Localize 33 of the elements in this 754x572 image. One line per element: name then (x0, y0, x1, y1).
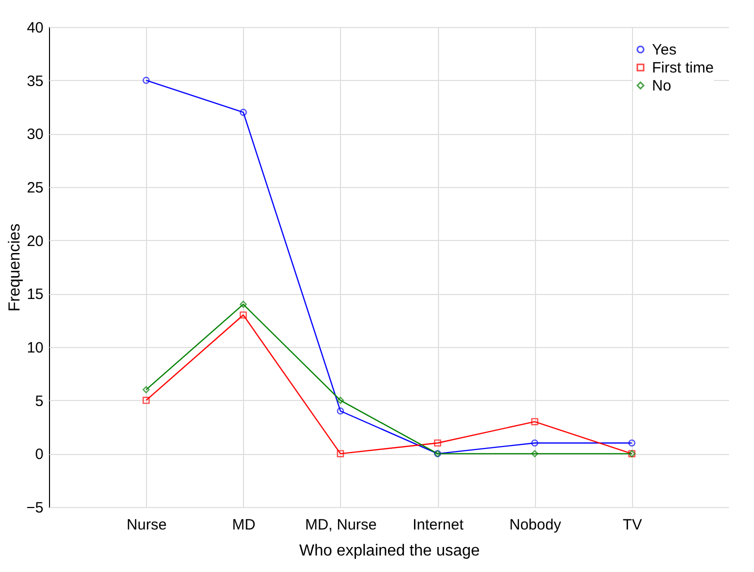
y-tick-label: 30 (26, 126, 44, 144)
x-tick-label: Internet (412, 516, 464, 534)
x-tick-label: Nobody (509, 516, 562, 534)
point (531, 418, 538, 426)
y-tick-label: 25 (26, 180, 44, 196)
point (336, 407, 344, 415)
legend-label: No (652, 78, 672, 94)
y-tick-label: 5 (35, 392, 44, 410)
point (531, 439, 538, 447)
point (240, 108, 247, 116)
x-tick-label: MD, Nurse (305, 516, 377, 534)
point (142, 396, 150, 404)
point (531, 450, 538, 458)
x-tick-label: TV (622, 516, 642, 534)
x-axis-title: Who explained the usage (299, 542, 480, 560)
y-tick-label: 40 (26, 20, 44, 36)
point (240, 311, 247, 319)
point (336, 450, 344, 458)
y-tick-label: 10 (26, 340, 44, 356)
legend-label: Yes (652, 42, 676, 58)
legend-label: First time (652, 60, 714, 76)
y-tick-label: 15 (26, 286, 44, 304)
point (142, 386, 150, 394)
y-tick-label: 0 (35, 446, 44, 464)
x-tick-label: Nurse (126, 516, 167, 534)
point (434, 439, 442, 447)
y-tick-label: 20 (26, 232, 44, 250)
y-axis-title: Frequencies (6, 223, 24, 312)
point (240, 300, 247, 308)
y-tick-label: −5 (26, 500, 44, 516)
point (336, 396, 344, 404)
y-tick-label: 35 (26, 72, 44, 90)
x-tick-label: MD (232, 516, 256, 534)
